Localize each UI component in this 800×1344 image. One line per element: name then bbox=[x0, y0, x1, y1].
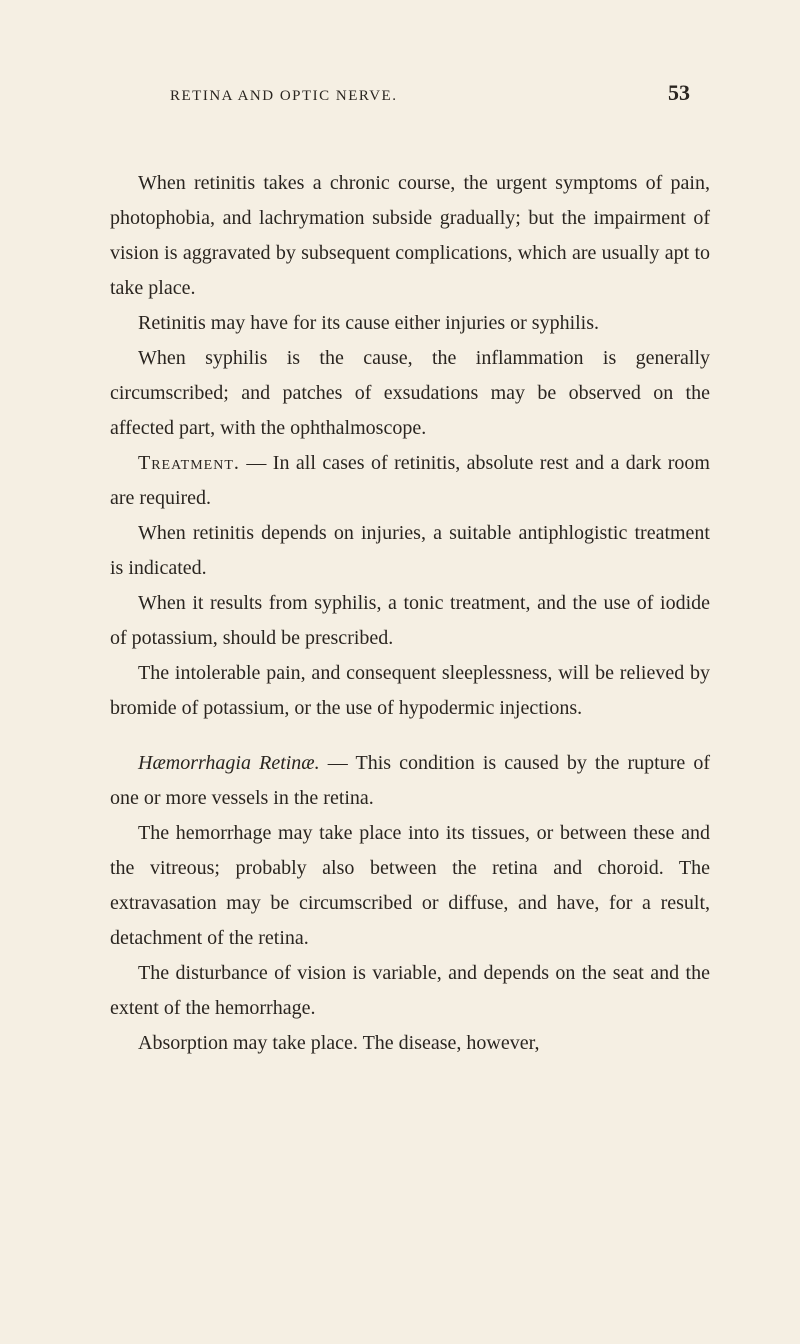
paragraph: The disturbance of vision is variable, a… bbox=[110, 956, 710, 1026]
running-title: RETINA AND OPTIC NERVE. bbox=[170, 88, 397, 105]
paragraph: The intolerable pain, and consequent sle… bbox=[110, 656, 710, 726]
section-label: Hæmorrhagia Retinæ. bbox=[138, 752, 320, 774]
paragraph: Absorption may take place. The disease, … bbox=[110, 1026, 710, 1061]
paragraph: Treatment. — In all cases of retinitis, … bbox=[110, 446, 710, 516]
paragraph: The hemorrhage may take place into its t… bbox=[110, 816, 710, 956]
page-header: RETINA AND OPTIC NERVE. 53 bbox=[110, 80, 710, 106]
body-text-block: When retinitis takes a chronic course, t… bbox=[110, 166, 710, 1061]
paragraph: When retinitis depends on injuries, a su… bbox=[110, 516, 710, 586]
paragraph: Hæmorrhagia Retinæ. — This condition is … bbox=[110, 746, 710, 816]
treatment-label: Treatment. bbox=[138, 452, 240, 474]
paragraph: When retinitis takes a chronic course, t… bbox=[110, 166, 710, 306]
page-number: 53 bbox=[668, 80, 690, 106]
paragraph: When it results from syphilis, a tonic t… bbox=[110, 586, 710, 656]
paragraph: Retinitis may have for its cause either … bbox=[110, 306, 710, 341]
paragraph: When syphilis is the cause, the inflamma… bbox=[110, 341, 710, 446]
